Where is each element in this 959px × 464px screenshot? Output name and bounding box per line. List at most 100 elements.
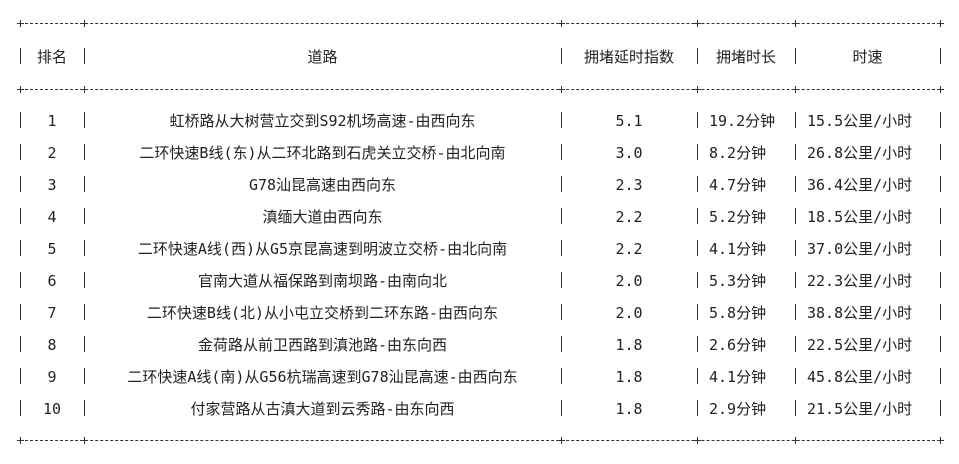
- column-border: [20, 240, 21, 256]
- cell-road: 二环快速A线(西)从G5京昆高速到明波立交桥-由北向南: [137, 240, 508, 258]
- column-border: [940, 208, 941, 224]
- column-border: [940, 368, 941, 384]
- cell-road: 金荷路从前卫西路到滇池路-由东向西: [197, 336, 448, 354]
- cell-duration: 2.6分钟: [709, 336, 767, 354]
- cell-road: 二环快速A线(南)从G56杭瑞高速到G78汕昆高速-由西向东: [127, 368, 518, 386]
- column-border: [795, 48, 796, 64]
- divider-corner: [558, 86, 565, 93]
- column-border: [20, 144, 21, 160]
- cell-rank: 8: [47, 336, 57, 354]
- column-border: [20, 368, 21, 384]
- column-border: [84, 176, 85, 192]
- column-border: [20, 272, 21, 288]
- table-row: 6 官南大道从福保路到南坝路-由南向北 2.0 5.3分钟 22.3公里/小时: [0, 269, 959, 293]
- column-border: [20, 176, 21, 192]
- table-row: 8 金荷路从前卫西路到滇池路-由东向西 1.8 2.6分钟 22.5公里/小时: [0, 333, 959, 357]
- column-border: [940, 272, 941, 288]
- table-divider: [20, 89, 940, 90]
- cell-index: 1.8: [615, 336, 643, 354]
- cell-road: G78汕昆高速由西向东: [248, 176, 397, 194]
- cell-rank: 4: [47, 208, 57, 226]
- cell-speed: 37.0公里/小时: [807, 240, 913, 258]
- column-border: [697, 112, 698, 128]
- header-index: 拥堵延时指数: [583, 48, 674, 66]
- column-border: [84, 48, 85, 64]
- column-border: [697, 48, 698, 64]
- column-border: [20, 48, 21, 64]
- divider-corner: [792, 20, 799, 27]
- divider-corner: [937, 437, 944, 444]
- divider-corner: [17, 20, 24, 27]
- cell-duration: 5.2分钟: [709, 208, 767, 226]
- column-border: [84, 208, 85, 224]
- column-border: [561, 144, 562, 160]
- table-row: 5 二环快速A线(西)从G5京昆高速到明波立交桥-由北向南 2.2 4.1分钟 37.0…: [0, 237, 959, 261]
- table-row: 3 G78汕昆高速由西向东 2.3 4.7分钟 36.4公里/小时: [0, 173, 959, 197]
- column-border: [561, 336, 562, 352]
- cell-road: 付家营路从古滇大道到云秀路-由东向西: [190, 400, 455, 418]
- column-border: [20, 304, 21, 320]
- column-border: [940, 176, 941, 192]
- column-border: [795, 336, 796, 352]
- column-border: [795, 272, 796, 288]
- cell-speed: 21.5公里/小时: [807, 400, 913, 418]
- cell-rank: 7: [47, 304, 57, 322]
- column-border: [697, 304, 698, 320]
- column-border: [697, 368, 698, 384]
- divider-corner: [17, 86, 24, 93]
- cell-speed: 26.8公里/小时: [807, 144, 913, 162]
- cell-speed: 22.5公里/小时: [807, 336, 913, 354]
- column-border: [84, 336, 85, 352]
- column-border: [697, 144, 698, 160]
- column-border: [20, 336, 21, 352]
- table-row: 9 二环快速A线(南)从G56杭瑞高速到G78汕昆高速-由西向东 1.8 4.1分钟 4…: [0, 365, 959, 389]
- header-duration: 拥堵时长: [715, 48, 776, 66]
- column-border: [697, 176, 698, 192]
- cell-road: 官南大道从福保路到南坝路-由南向北: [197, 272, 448, 290]
- header-road: 道路: [307, 48, 338, 66]
- header-speed: 时速: [852, 48, 883, 66]
- column-border: [84, 240, 85, 256]
- column-border: [940, 144, 941, 160]
- cell-rank: 6: [47, 272, 57, 290]
- column-border: [561, 208, 562, 224]
- column-border: [795, 176, 796, 192]
- cell-speed: 18.5公里/小时: [807, 208, 913, 226]
- column-border: [697, 272, 698, 288]
- divider-corner: [81, 20, 88, 27]
- column-border: [561, 176, 562, 192]
- column-border: [697, 400, 698, 416]
- cell-rank: 9: [47, 368, 57, 386]
- column-border: [561, 400, 562, 416]
- column-border: [795, 240, 796, 256]
- column-border: [795, 368, 796, 384]
- cell-index: 2.2: [615, 208, 643, 226]
- column-border: [697, 208, 698, 224]
- cell-duration: 4.1分钟: [709, 368, 767, 386]
- column-border: [561, 368, 562, 384]
- cell-speed: 38.8公里/小时: [807, 304, 913, 322]
- cell-speed: 15.5公里/小时: [807, 112, 913, 130]
- column-border: [697, 336, 698, 352]
- column-border: [940, 336, 941, 352]
- cell-road: 虹桥路从大树营立交到S92机场高速-由西向东: [169, 112, 476, 130]
- cell-index: 2.3: [615, 176, 643, 194]
- table-row: 4 滇缅大道由西向东 2.2 5.2分钟 18.5公里/小时: [0, 205, 959, 229]
- column-border: [84, 400, 85, 416]
- divider-corner: [694, 437, 701, 444]
- table-divider: [20, 23, 940, 24]
- column-border: [561, 112, 562, 128]
- column-border: [20, 208, 21, 224]
- cell-duration: 5.8分钟: [709, 304, 767, 322]
- header-row: 排名 道路 拥堵延时指数 拥堵时长 时速: [0, 45, 959, 69]
- table-row: 7 二环快速B线(北)从小屯立交桥到二环东路-由西向东 2.0 5.8分钟 38.8公里…: [0, 301, 959, 325]
- divider-corner: [81, 437, 88, 444]
- cell-rank: 1: [47, 112, 57, 130]
- cell-index: 3.0: [615, 144, 643, 162]
- column-border: [561, 304, 562, 320]
- cell-rank: 3: [47, 176, 57, 194]
- column-border: [84, 144, 85, 160]
- column-border: [20, 400, 21, 416]
- cell-index: 5.1: [615, 112, 643, 130]
- cell-speed: 36.4公里/小时: [807, 176, 913, 194]
